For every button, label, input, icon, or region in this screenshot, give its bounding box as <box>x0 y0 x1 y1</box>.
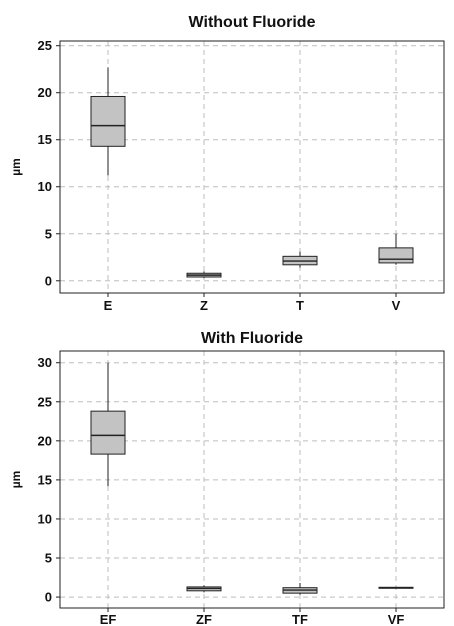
box-E <box>90 95 126 147</box>
y-tick-label: 20 <box>38 433 52 448</box>
box-V <box>378 247 414 264</box>
x-tick-label: V <box>392 298 401 313</box>
x-tick-label: T <box>296 298 304 313</box>
y-tick-label: 20 <box>38 85 52 100</box>
chart-panel-2: 0 5 10 15 20 25 30 EF ZF TF VF With Fluoride µm <box>9 330 445 626</box>
y-tick-label: 5 <box>45 551 52 566</box>
y-axis-label: µm <box>9 158 23 176</box>
x-tick-label: TF <box>292 612 308 626</box>
chart-title: With Fluoride <box>201 330 303 347</box>
plot-frame <box>59 40 445 294</box>
y-tick-label: 30 <box>38 355 52 370</box>
y-tick-label: 10 <box>38 511 52 526</box>
y-axis-label: µm <box>9 471 23 489</box>
y-tick-label: 25 <box>38 38 52 53</box>
x-tick-label: VF <box>388 612 405 626</box>
y-tick-label: 5 <box>45 226 52 241</box>
box-EF <box>90 410 126 455</box>
y-tick-label: 10 <box>38 179 52 194</box>
y-tick-label: 15 <box>38 472 52 487</box>
x-tick-label: E <box>104 298 113 313</box>
x-tick-label: ZF <box>196 612 212 626</box>
y-tick-label: 0 <box>45 273 52 288</box>
x-tick-label: EF <box>100 612 117 626</box>
y-tick-label: 15 <box>38 132 52 147</box>
chart-panel-1: 0 5 10 15 20 25 E Z T V Without Fluoride µm <box>9 14 445 313</box>
y-tick-label: 25 <box>38 394 52 409</box>
y-tick-label: 0 <box>45 590 52 605</box>
chart-title: Without Fluoride <box>189 14 316 31</box>
x-tick-label: Z <box>200 298 208 313</box>
